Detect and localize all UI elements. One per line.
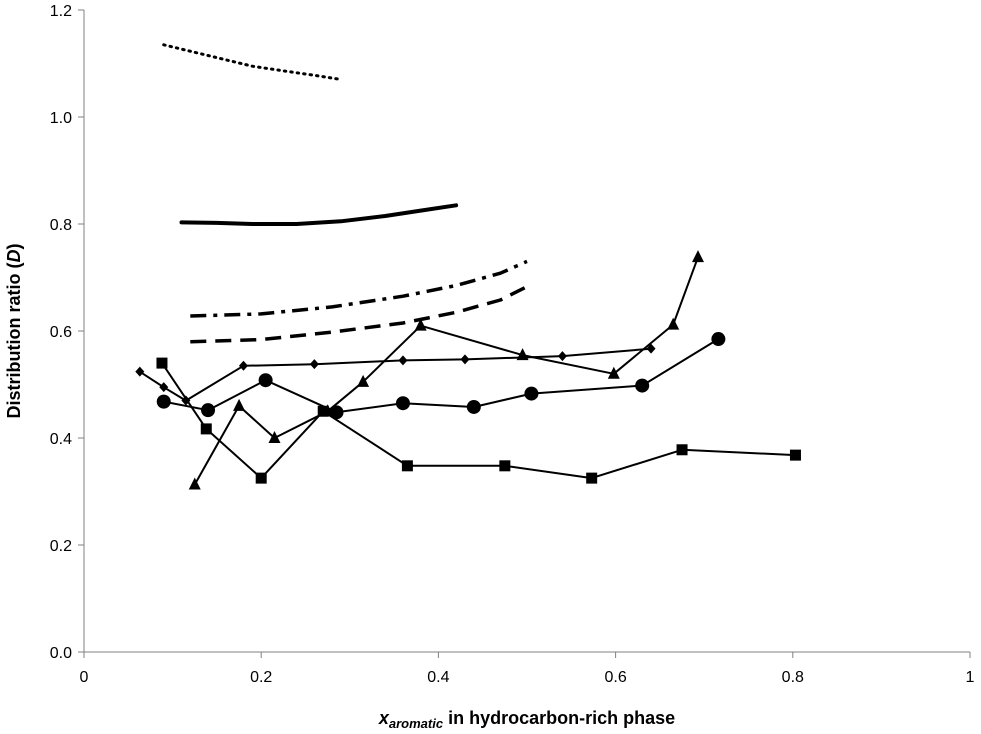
series-line — [179, 203, 459, 226]
axis-ticks: 0 0.2 0.4 0.6 0.8 1 0.0 0.2 0.4 0.6 0.8 1.0 1.2 — [50, 3, 975, 686]
series-layer — [135, 43, 801, 490]
data-point-triangle — [233, 398, 246, 411]
y-tick-label: 0.6 — [50, 324, 72, 341]
data-point-circle — [329, 405, 344, 420]
x-tick-label: 0 — [80, 669, 89, 686]
y-axis-title-pre: Distribution ratio ( — [4, 263, 24, 419]
x-tick-label: 1 — [966, 669, 975, 686]
y-axis-title-ital: D — [4, 250, 24, 263]
y-axis-title-post: ) — [4, 244, 24, 250]
data-point-circle — [258, 373, 273, 388]
x-axis-title-rest: in hydrocarbon-rich phase — [443, 708, 675, 728]
series-6 — [188, 250, 704, 490]
data-point-diamond — [238, 360, 248, 371]
data-point-square — [317, 405, 329, 417]
data-point-square — [401, 460, 413, 472]
data-point-circle — [156, 394, 171, 409]
data-point-triangle — [357, 374, 370, 387]
data-point-diamond — [398, 355, 408, 366]
data-point-square — [676, 444, 688, 456]
data-point-circle — [395, 396, 410, 411]
data-point-square — [200, 423, 212, 435]
series-line — [162, 43, 343, 81]
series-2 — [179, 203, 459, 226]
series-8 — [156, 357, 801, 484]
series-line — [190, 285, 528, 344]
x-tick-label: 0.6 — [604, 669, 626, 686]
data-point-triangle — [268, 431, 281, 443]
y-tick-label: 0.8 — [50, 217, 72, 234]
y-tick-label: 0.0 — [50, 645, 72, 662]
y-tick-label: 1.2 — [50, 3, 72, 20]
series-7 — [156, 332, 726, 420]
data-point-diamond — [557, 351, 567, 362]
y-tick-label: 1.0 — [50, 110, 72, 127]
y-tick-label: 0.4 — [50, 431, 72, 448]
series-1 — [162, 43, 343, 81]
x-tick-label: 0.4 — [427, 669, 449, 686]
data-point-diamond — [460, 354, 470, 365]
data-point-square — [499, 460, 511, 472]
x-axis-title-var: x — [378, 708, 390, 728]
data-point-square — [255, 472, 267, 484]
data-point-square — [156, 357, 168, 369]
data-point-triangle — [607, 366, 620, 379]
data-point-diamond — [646, 343, 656, 354]
data-point-diamond — [159, 382, 169, 393]
y-axis-title: Distribution ratio (D) — [4, 244, 24, 419]
data-point-square — [586, 472, 598, 484]
data-point-circle — [524, 386, 539, 401]
x-axis-title: xaromatic in hydrocarbon-rich phase — [378, 708, 675, 731]
data-point-circle — [635, 378, 650, 393]
series-3 — [190, 259, 528, 318]
series-line — [193, 256, 699, 486]
data-point-circle — [201, 403, 216, 418]
data-point-diamond — [309, 359, 319, 370]
x-tick-label: 0.8 — [782, 669, 804, 686]
y-tick-label: 0.2 — [50, 538, 72, 555]
data-point-triangle — [414, 318, 427, 331]
x-axis-title-sub: aromatic — [389, 716, 444, 731]
data-point-circle — [711, 332, 726, 347]
data-point-square — [789, 449, 801, 461]
data-point-circle — [466, 399, 481, 414]
series-line — [190, 259, 528, 318]
data-point-triangle — [516, 348, 529, 361]
data-point-triangle — [691, 250, 704, 263]
data-point-triangle — [667, 317, 680, 330]
x-tick-label: 0.2 — [250, 669, 272, 686]
series-4 — [190, 285, 528, 344]
data-point-diamond — [135, 366, 145, 377]
data-point-triangle — [188, 477, 201, 490]
